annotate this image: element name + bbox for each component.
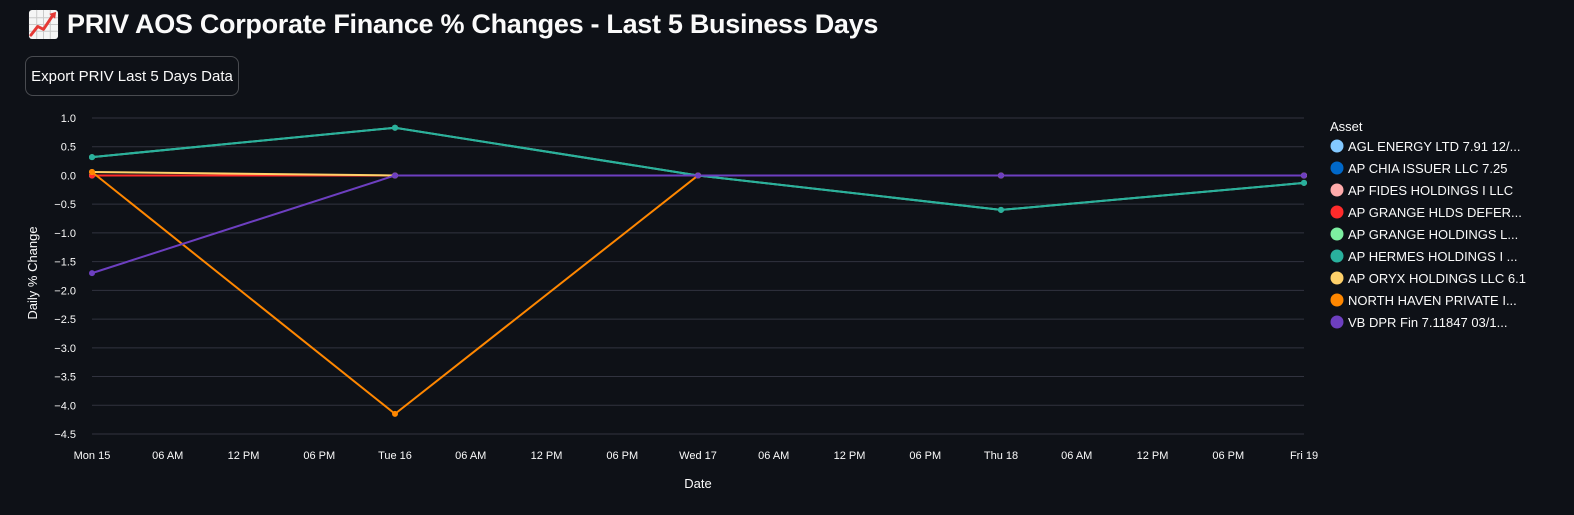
x-tick-label: 06 PM bbox=[606, 450, 638, 462]
y-tick-label: 0.0 bbox=[61, 170, 76, 182]
data-point[interactable] bbox=[89, 270, 95, 277]
series-line[interactable] bbox=[91, 171, 699, 415]
y-tick-label: −2.0 bbox=[54, 285, 76, 297]
y-tick-label: −1.5 bbox=[54, 257, 76, 269]
x-tick-label: 06 AM bbox=[455, 450, 486, 462]
legend-label: AP FIDES HOLDINGS I LLC bbox=[1348, 183, 1513, 198]
data-point[interactable] bbox=[392, 410, 398, 417]
y-tick-label: −0.5 bbox=[54, 199, 76, 211]
legend[interactable]: Asset AGL ENERGY LTD 7.91 12/... AP CHIA … bbox=[1330, 119, 1526, 330]
series[interactable] bbox=[89, 124, 1307, 213]
legend-swatch bbox=[1330, 161, 1344, 175]
y-axis-title: Daily % Change bbox=[25, 226, 40, 319]
x-tick-label: Mon 15 bbox=[74, 450, 111, 462]
data-point[interactable] bbox=[392, 172, 398, 179]
data-point[interactable] bbox=[89, 154, 95, 161]
x-tick-label: 06 AM bbox=[758, 450, 789, 462]
y-axis: 1.0 0.5 0.0 −0.5 −1.0 −1.5 −2.0 −2.5 −3.0 −3.5 −4.… bbox=[54, 113, 76, 441]
data-point[interactable] bbox=[1301, 179, 1307, 186]
series-line[interactable] bbox=[91, 174, 1304, 275]
data-point[interactable] bbox=[89, 169, 95, 176]
legend-label: AGL ENERGY LTD 7.91 12/... bbox=[1348, 139, 1520, 154]
x-tick-label: Wed 17 bbox=[679, 450, 717, 462]
y-tick-label: −3.5 bbox=[54, 372, 76, 384]
legend-item[interactable]: AP GRANGE HLDS DEFER... bbox=[1330, 205, 1522, 220]
x-tick-label: Tue 16 bbox=[378, 450, 412, 462]
series[interactable] bbox=[89, 172, 1307, 277]
legend-item[interactable]: AGL ENERGY LTD 7.91 12/... bbox=[1330, 139, 1521, 154]
export-button[interactable]: Export PRIV Last 5 Days Data bbox=[25, 56, 239, 96]
legend-item[interactable]: AP GRANGE HOLDINGS L... bbox=[1330, 227, 1519, 242]
x-axis-title: Date bbox=[684, 476, 711, 491]
data-point[interactable] bbox=[1301, 172, 1307, 179]
legend-swatch bbox=[1330, 205, 1344, 219]
legend-label: AP CHIA ISSUER LLC 7.25 bbox=[1348, 161, 1507, 176]
chart-series bbox=[89, 124, 1307, 417]
page-title: PRIV AOS Corporate Finance % Changes - L… bbox=[28, 6, 878, 42]
legend-label: NORTH HAVEN PRIVATE I... bbox=[1348, 293, 1517, 308]
legend-label: AP HERMES HOLDINGS I ... bbox=[1348, 249, 1518, 264]
legend-swatch bbox=[1330, 271, 1344, 285]
x-axis: Mon 15 06 AM 12 PM 06 PM Tue 16 06 AM 12 PM 06 … bbox=[74, 450, 1318, 462]
data-point[interactable] bbox=[998, 206, 1004, 213]
y-tick-label: 1.0 bbox=[61, 113, 76, 125]
x-tick-label: 06 PM bbox=[1212, 450, 1244, 462]
data-point[interactable] bbox=[392, 124, 398, 131]
legend-swatch bbox=[1330, 183, 1344, 197]
legend-swatch bbox=[1330, 249, 1344, 263]
x-tick-label: 06 PM bbox=[303, 450, 335, 462]
y-tick-label: −2.5 bbox=[54, 314, 76, 326]
legend-item[interactable]: AP ORYX HOLDINGS LLC 6.1 bbox=[1330, 271, 1526, 286]
y-tick-label: −3.0 bbox=[54, 343, 76, 355]
legend-label: VB DPR Fin 7.11847 03/1... bbox=[1348, 315, 1507, 330]
legend-swatch bbox=[1330, 227, 1344, 241]
x-tick-label: 06 AM bbox=[152, 450, 183, 462]
x-tick-label: 12 PM bbox=[834, 450, 866, 462]
data-point[interactable] bbox=[998, 172, 1004, 179]
chart-grid bbox=[92, 117, 1304, 435]
x-tick-label: Fri 19 bbox=[1290, 450, 1318, 462]
x-tick-label: 06 PM bbox=[909, 450, 941, 462]
legend-swatch bbox=[1330, 315, 1344, 329]
x-tick-label: Thu 18 bbox=[984, 450, 1018, 462]
legend-label: AP GRANGE HOLDINGS L... bbox=[1348, 227, 1518, 242]
legend-item[interactable]: VB DPR Fin 7.11847 03/1... bbox=[1330, 315, 1508, 330]
x-tick-label: 12 PM bbox=[1137, 450, 1169, 462]
legend-label: AP ORYX HOLDINGS LLC 6.1 bbox=[1348, 271, 1526, 286]
legend-label: AP GRANGE HLDS DEFER... bbox=[1348, 205, 1522, 220]
legend-item[interactable]: AP CHIA ISSUER LLC 7.25 bbox=[1330, 161, 1508, 176]
series[interactable] bbox=[89, 169, 701, 417]
y-tick-label: −4.5 bbox=[54, 429, 76, 441]
legend-swatch bbox=[1330, 293, 1344, 307]
y-tick-label: −1.0 bbox=[54, 228, 76, 240]
x-tick-label: 12 PM bbox=[531, 450, 563, 462]
legend-title: Asset bbox=[1330, 119, 1363, 134]
y-tick-label: 0.5 bbox=[61, 142, 76, 154]
chart-increasing-icon bbox=[28, 9, 59, 39]
series-line[interactable] bbox=[91, 126, 1305, 211]
y-tick-label: −4.0 bbox=[54, 400, 76, 412]
legend-item[interactable]: NORTH HAVEN PRIVATE I... bbox=[1330, 293, 1517, 308]
legend-item[interactable]: AP FIDES HOLDINGS I LLC bbox=[1330, 183, 1514, 198]
page-title-text: PRIV AOS Corporate Finance % Changes - L… bbox=[67, 9, 879, 39]
x-tick-label: 06 AM bbox=[1061, 450, 1092, 462]
legend-item[interactable]: AP HERMES HOLDINGS I ... bbox=[1330, 249, 1518, 264]
x-tick-label: 12 PM bbox=[228, 450, 260, 462]
legend-swatch bbox=[1330, 139, 1344, 153]
data-point[interactable] bbox=[695, 172, 701, 179]
